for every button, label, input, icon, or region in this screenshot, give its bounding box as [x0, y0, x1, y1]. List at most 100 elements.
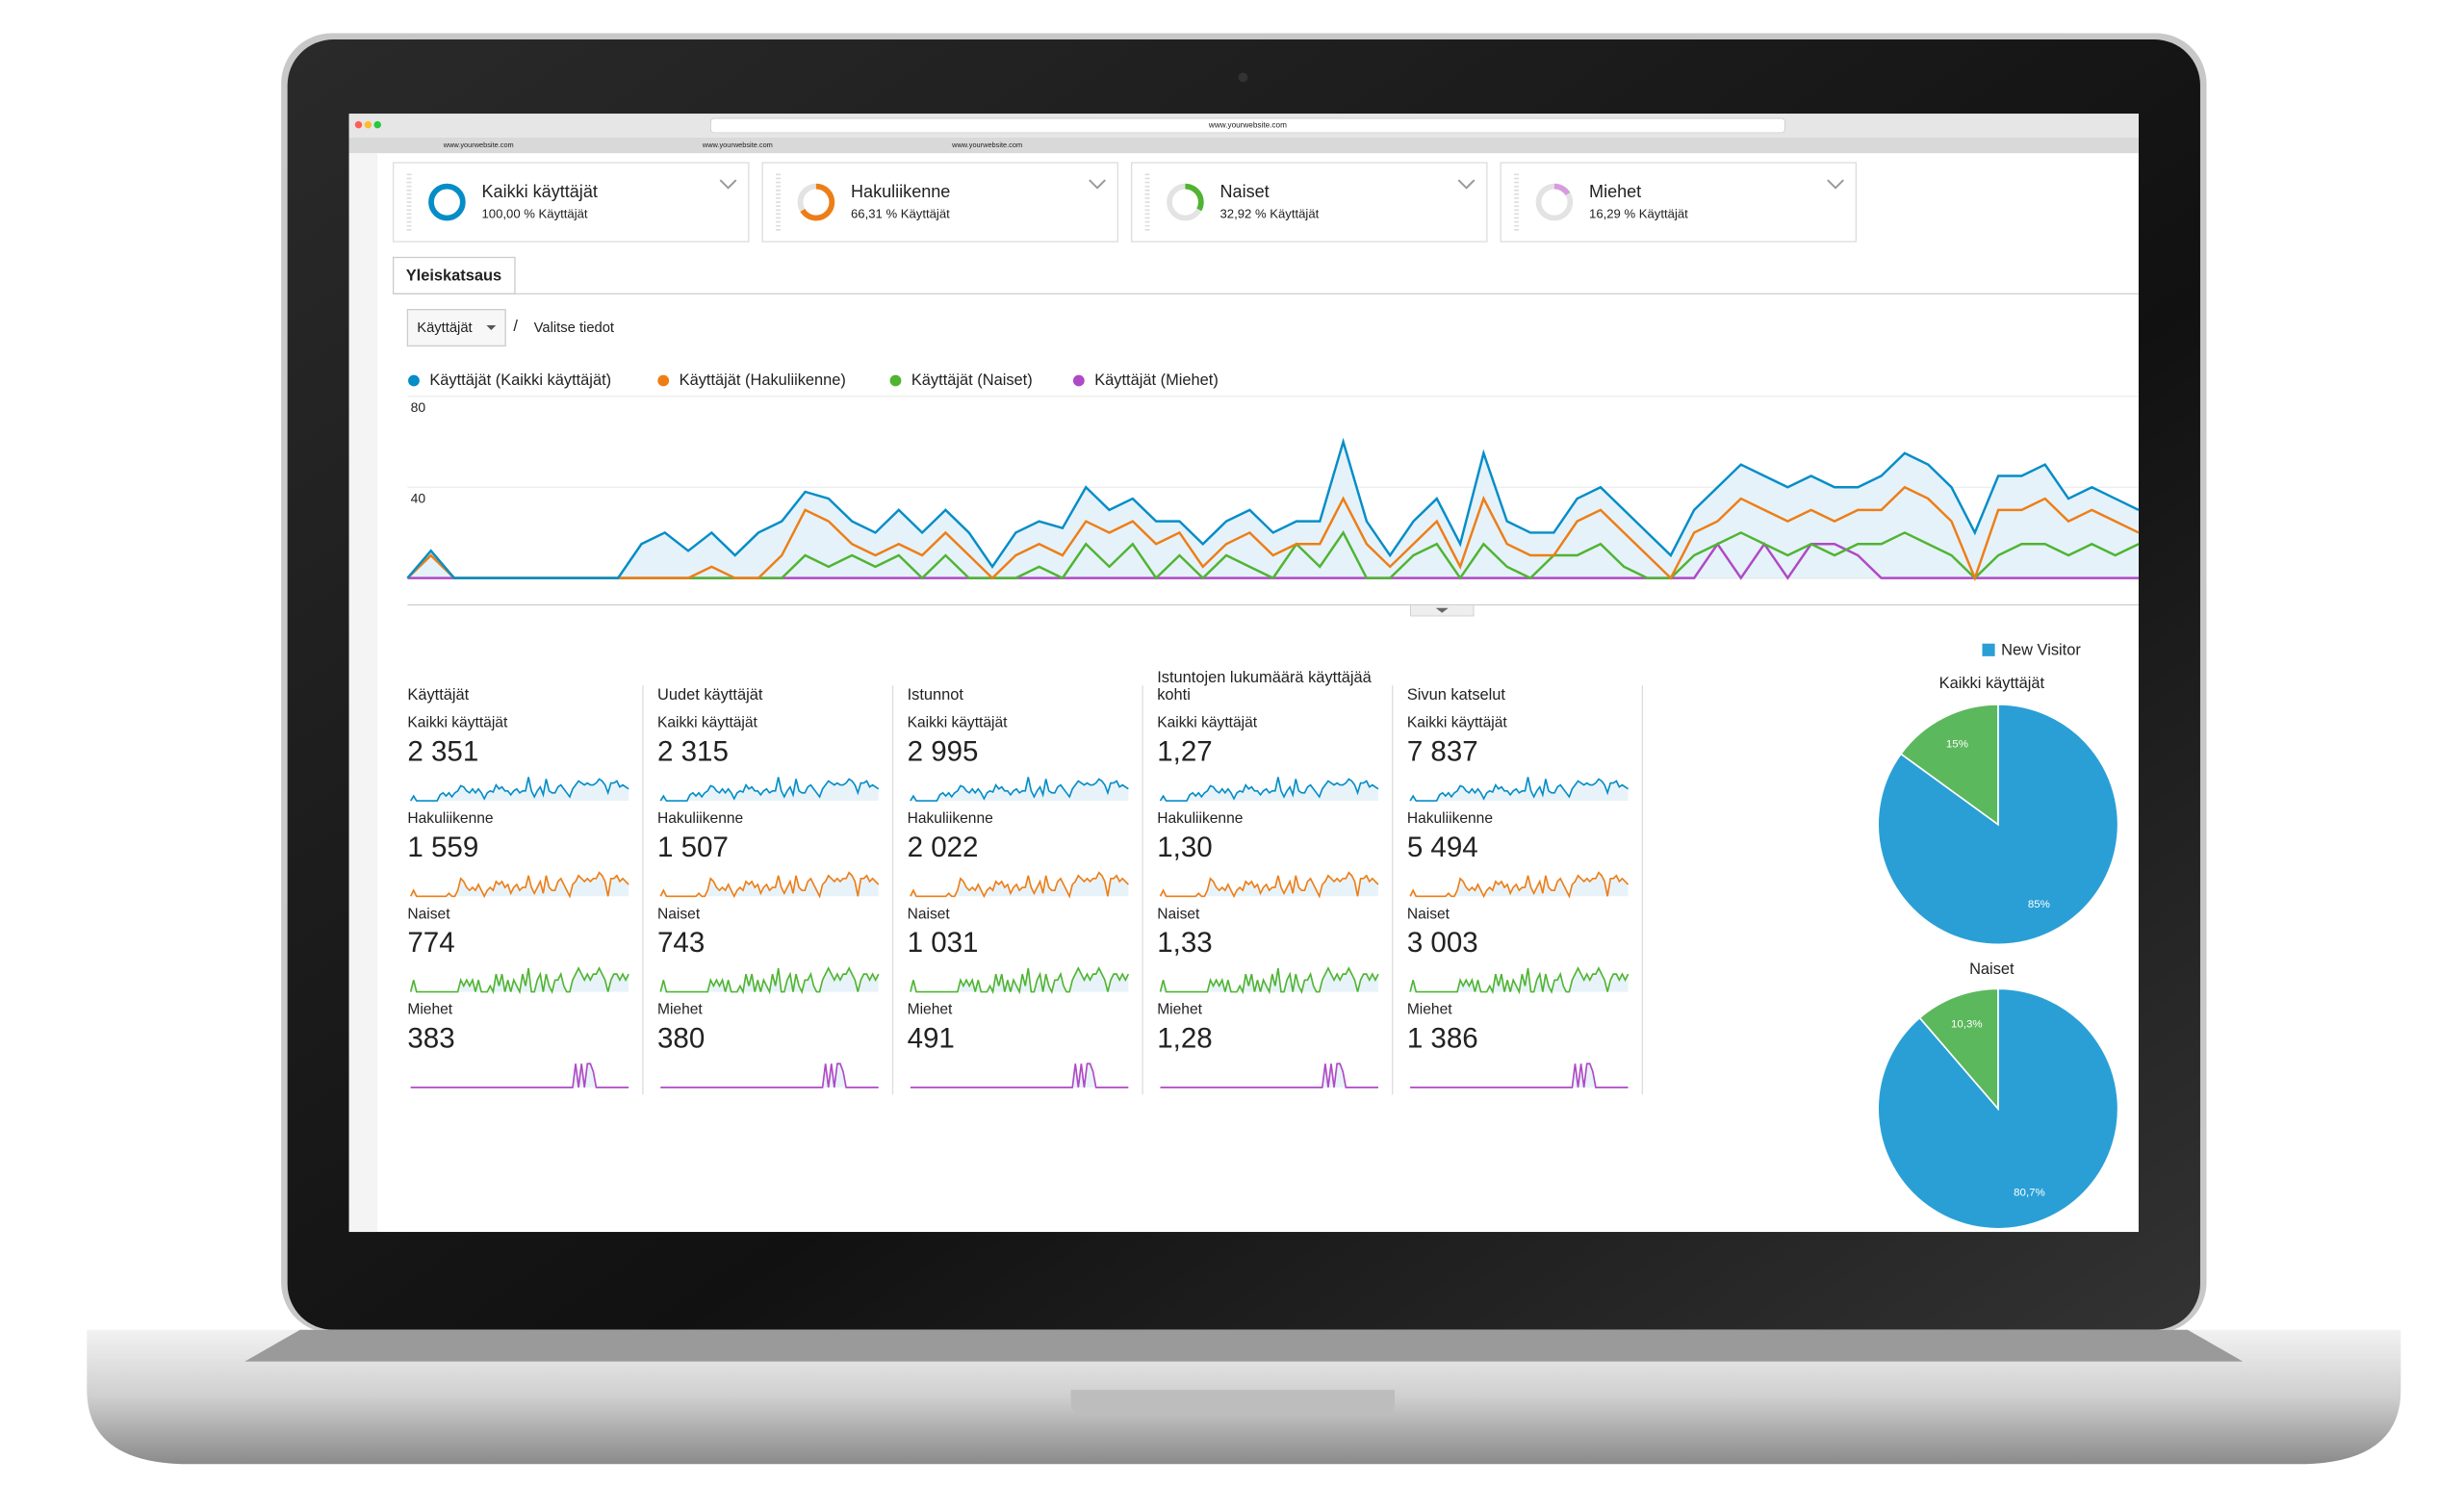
- select-link[interactable]: Valitse tiedot: [534, 320, 614, 336]
- pie-label: 85%: [2028, 899, 2050, 910]
- pie-title: Kaikki käyttäjät: [1939, 675, 2045, 692]
- segment-subtitle: 32,92 % Käyttäjät: [1220, 207, 1320, 221]
- chevron[interactable]: [719, 179, 737, 190]
- segment-name: Hakuliikenne: [851, 182, 950, 201]
- segment-card[interactable]: [1130, 162, 1488, 243]
- row-label: Naiset: [1407, 906, 1450, 922]
- handle-arrow: [1435, 607, 1449, 613]
- row-label: Hakuliikenne: [908, 810, 993, 827]
- sparkline: [659, 966, 880, 995]
- row-label: Miehet: [407, 1002, 452, 1018]
- metric-value: 774: [407, 927, 454, 959]
- metric-value: 7 837: [1407, 736, 1478, 768]
- donut-arc: [1167, 183, 1204, 221]
- legend-label: Käyttäjät (Miehet): [1094, 371, 1219, 389]
- sparkline: [910, 777, 1129, 802]
- series-line: [406, 485, 2140, 582]
- segment-card[interactable]: [761, 162, 1119, 243]
- metric-value: 1 031: [908, 927, 979, 959]
- sparkline-area: [910, 872, 1129, 897]
- metric-title: Istuntojen lukumäärä käyttäjää kohti: [1157, 669, 1372, 704]
- notch: [1070, 1390, 1396, 1416]
- metric-value: 1,30: [1157, 832, 1212, 863]
- sparkline-area: [1410, 872, 1629, 897]
- dropdown-arrow: [486, 325, 497, 330]
- address-bar[interactable]: [710, 117, 1785, 134]
- metric-title: Uudet käyttäjät: [656, 686, 763, 704]
- row-label: Miehet: [1407, 1002, 1452, 1018]
- row-label: Naiset: [908, 906, 951, 922]
- tab-title[interactable]: www.yourwebsite.com: [951, 141, 1022, 149]
- minimize-button[interactable]: [364, 120, 372, 129]
- sparkline-area: [410, 872, 629, 897]
- separator: /: [513, 318, 518, 335]
- sparkline: [910, 966, 1130, 995]
- segment-subtitle: 100,00 % Käyttäjät: [482, 207, 588, 221]
- chevron[interactable]: [1827, 179, 1844, 190]
- sparkline: [1409, 777, 1630, 802]
- chevron[interactable]: [1089, 179, 1106, 190]
- metric-value: 743: [657, 927, 705, 959]
- pie-label: 15%: [1946, 738, 1968, 750]
- sparkline: [409, 871, 629, 899]
- metric-title-box: Istuntojen lukumäärä käyttäjää kohti: [1157, 669, 1372, 704]
- legend-label: Käyttäjät (Naiset): [911, 371, 1033, 389]
- sparkline-area: [910, 967, 1129, 992]
- sparkline-area: [660, 967, 879, 992]
- row-label: Kaikki käyttäjät: [1157, 715, 1258, 731]
- chevron[interactable]: [1457, 179, 1476, 190]
- pie-slice: [1918, 987, 1999, 1112]
- metric-value: 1 507: [657, 832, 729, 863]
- pie-title: Naiset: [1969, 960, 2015, 978]
- sparkline: [1159, 966, 1379, 995]
- row-label: Miehet: [657, 1002, 703, 1018]
- metric-value: 1 386: [1407, 1022, 1478, 1054]
- metric-title: Sivun katselut: [1406, 686, 1505, 704]
- sparkline: [409, 777, 629, 802]
- row-label: Naiset: [1157, 906, 1200, 922]
- metric-value: 1,28: [1157, 1022, 1212, 1054]
- segment-name: Kaikki käyttäjät: [482, 182, 598, 201]
- pie-label: 10,3%: [1951, 1018, 1983, 1030]
- sparkline: [409, 966, 629, 995]
- tab-title[interactable]: www.yourwebsite.com: [443, 141, 514, 149]
- browser-tabs: [348, 137, 2139, 154]
- pie-legend-label: New Visitor: [2001, 641, 2081, 658]
- segment-card[interactable]: [1500, 162, 1858, 243]
- metric-title: Käyttäjät: [407, 686, 470, 704]
- metric-value: 2 995: [908, 736, 979, 768]
- sparkline-area: [660, 872, 879, 897]
- legend-dot: [657, 374, 670, 387]
- tab-title[interactable]: www.yourwebsite.com: [702, 141, 773, 149]
- row-label: Kaikki käyttäjät: [1407, 715, 1508, 731]
- row-label: Miehet: [1157, 1002, 1202, 1018]
- donut-arc: [1535, 183, 1574, 221]
- sparkline: [660, 1063, 879, 1088]
- sparkline: [1410, 1063, 1629, 1088]
- zoom-button[interactable]: [373, 120, 381, 129]
- sparkline-area: [410, 777, 629, 802]
- close-button[interactable]: [354, 120, 363, 129]
- segment-name: Naiset: [1220, 182, 1270, 201]
- sparkline-area: [1410, 967, 1629, 992]
- donut-arc: [797, 183, 835, 221]
- metric-value: 1,33: [1157, 927, 1212, 959]
- metric-value: 383: [407, 1022, 454, 1054]
- row-label: Naiset: [407, 906, 450, 922]
- series-line: [406, 530, 2140, 580]
- segment-card[interactable]: [392, 162, 750, 243]
- row-label: Hakuliikenne: [1407, 810, 1493, 827]
- sparkline: [1409, 966, 1630, 995]
- sparkline: [1160, 1063, 1378, 1088]
- metric-value: 1 559: [407, 832, 478, 863]
- legend-label: Käyttäjät (Hakuliikenne): [680, 371, 846, 389]
- legend-dot: [1072, 374, 1085, 387]
- metric-title-box: Istunnot: [907, 686, 963, 704]
- metric-value: 3 003: [1407, 927, 1478, 959]
- metric-title: Istunnot: [907, 686, 963, 704]
- metric-title-box: Käyttäjät: [407, 686, 470, 704]
- metric-value: 1,27: [1157, 736, 1212, 768]
- legend-label: Käyttäjät (Kaikki käyttäjät): [429, 371, 611, 389]
